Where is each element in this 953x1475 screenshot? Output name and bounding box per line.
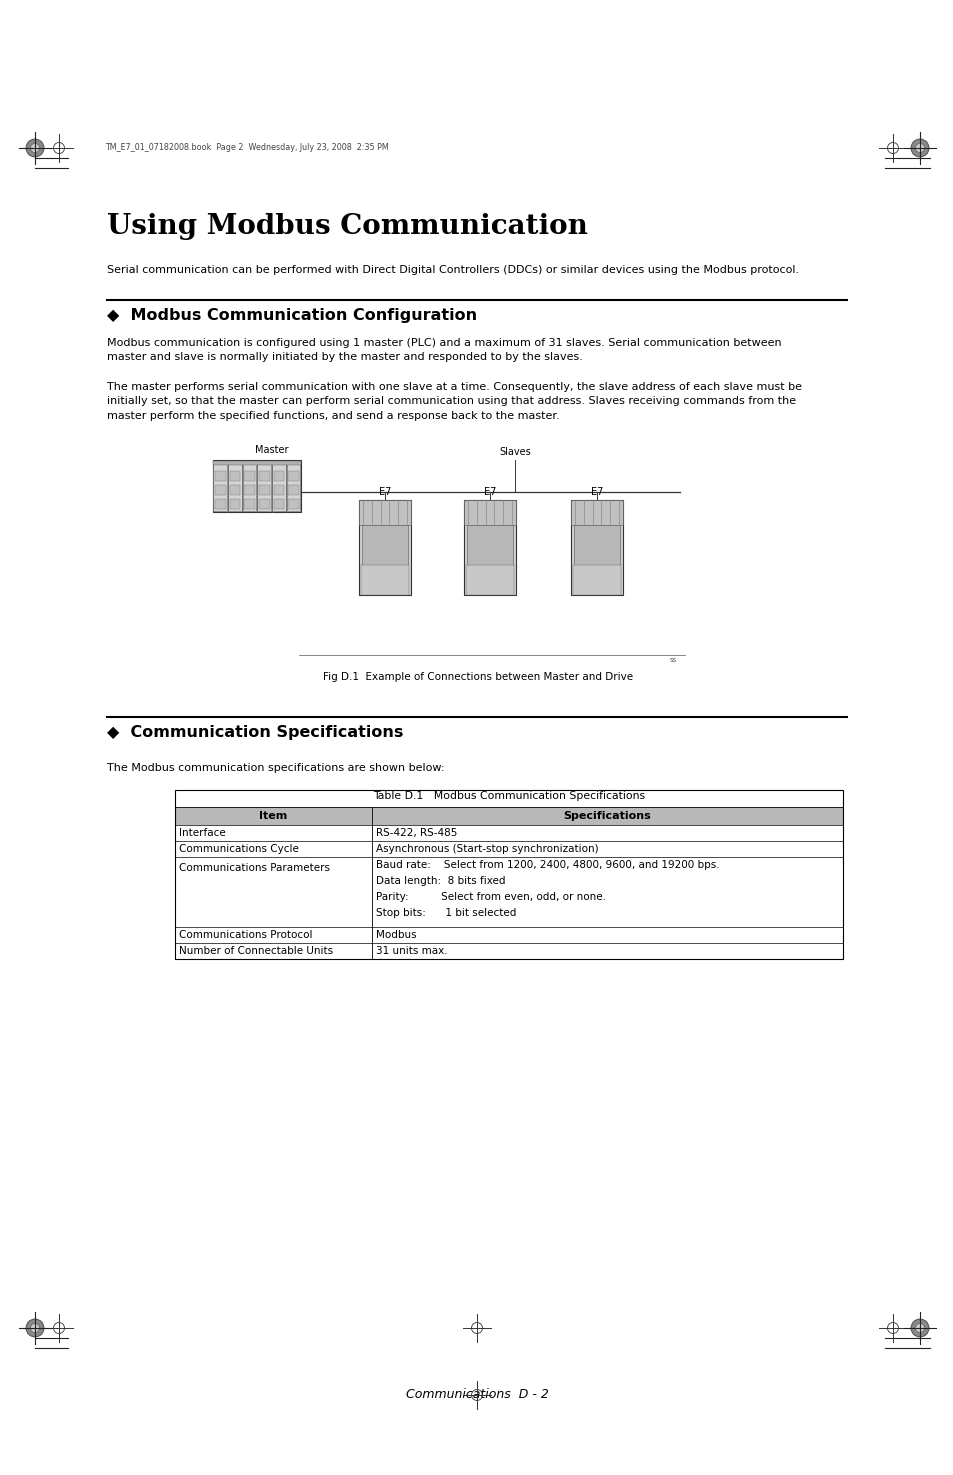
Text: E7: E7	[483, 487, 496, 497]
Text: The Modbus communication specifications are shown below:: The Modbus communication specifications …	[107, 763, 444, 773]
Text: 31 units max.: 31 units max.	[375, 945, 447, 956]
Bar	[213, 460, 301, 512]
Bar	[174, 807, 842, 959]
Text: Stop bits:      1 bit selected: Stop bits: 1 bit selected	[375, 909, 516, 917]
Bar	[258, 485, 270, 496]
Text: TM_E7_01_07182008.book  Page 2  Wednesday, July 23, 2008  2:35 PM: TM_E7_01_07182008.book Page 2 Wednesday,…	[105, 143, 388, 152]
Text: Using Modbus Communication: Using Modbus Communication	[107, 212, 587, 240]
Text: Baud rate:    Select from 1200, 2400, 4800, 9600, and 19200 bps.: Baud rate: Select from 1200, 2400, 4800,…	[375, 860, 719, 870]
Text: ◆  Communication Specifications: ◆ Communication Specifications	[107, 726, 403, 740]
Bar	[571, 500, 622, 594]
Text: Modbus: Modbus	[375, 931, 416, 940]
Bar	[574, 525, 619, 565]
Text: E7: E7	[590, 487, 602, 497]
Bar	[214, 485, 226, 496]
Bar	[174, 825, 842, 841]
Bar	[230, 485, 240, 496]
Bar	[467, 525, 513, 565]
Bar	[288, 485, 298, 496]
Bar	[228, 462, 241, 510]
Bar	[230, 499, 240, 509]
Bar	[213, 462, 227, 510]
Text: Fig D.1  Example of Connections between Master and Drive: Fig D.1 Example of Connections between M…	[323, 673, 633, 681]
Text: E7: E7	[378, 487, 391, 497]
Bar	[274, 499, 284, 509]
Bar	[573, 565, 620, 594]
Bar	[244, 471, 254, 481]
Text: ss: ss	[669, 656, 677, 662]
Bar	[361, 525, 408, 565]
Bar	[571, 500, 622, 525]
Bar	[274, 471, 284, 481]
Circle shape	[26, 1319, 44, 1336]
Text: Communications  D - 2: Communications D - 2	[405, 1388, 548, 1401]
Circle shape	[30, 143, 39, 152]
Bar	[287, 462, 300, 510]
Text: Communications Protocol: Communications Protocol	[179, 931, 313, 940]
Text: Master: Master	[254, 445, 288, 454]
Bar	[213, 462, 301, 465]
Text: Communications Parameters: Communications Parameters	[179, 863, 330, 873]
Bar	[358, 500, 411, 594]
Bar	[174, 841, 842, 857]
Text: Parity:          Select from even, odd, or none.: Parity: Select from even, odd, or none.	[375, 892, 605, 903]
Bar	[358, 500, 411, 525]
Text: Table D.1   Modbus Communication Specifications: Table D.1 Modbus Communication Specifica…	[373, 791, 644, 801]
Bar	[174, 791, 842, 959]
Text: ◆  Modbus Communication Configuration: ◆ Modbus Communication Configuration	[107, 308, 476, 323]
Text: Item: Item	[259, 811, 288, 822]
Bar	[463, 500, 516, 594]
Circle shape	[30, 1323, 39, 1332]
Bar	[272, 462, 286, 510]
Bar	[214, 471, 226, 481]
Circle shape	[915, 143, 923, 152]
Text: Data length:  8 bits fixed: Data length: 8 bits fixed	[375, 876, 505, 886]
Bar	[288, 471, 298, 481]
Bar	[257, 462, 271, 510]
Bar	[230, 471, 240, 481]
Text: Communications Cycle: Communications Cycle	[179, 844, 298, 854]
Bar	[214, 499, 226, 509]
Text: Slaves: Slaves	[498, 447, 530, 457]
Bar	[258, 471, 270, 481]
Circle shape	[910, 1319, 928, 1336]
Bar	[174, 857, 842, 926]
Text: Serial communication can be performed with Direct Digital Controllers (DDCs) or : Serial communication can be performed wi…	[107, 266, 799, 274]
Bar	[465, 565, 514, 594]
Bar	[244, 499, 254, 509]
Circle shape	[910, 139, 928, 156]
Bar	[174, 926, 842, 943]
Text: RS-422, RS-485: RS-422, RS-485	[375, 827, 456, 838]
Bar	[243, 462, 256, 510]
Bar	[274, 485, 284, 496]
Text: Interface: Interface	[179, 827, 226, 838]
Text: Asynchronous (Start-stop synchronization): Asynchronous (Start-stop synchronization…	[375, 844, 598, 854]
Bar	[244, 485, 254, 496]
Bar	[288, 499, 298, 509]
Bar	[174, 943, 842, 959]
Text: The master performs serial communication with one slave at a time. Consequently,: The master performs serial communication…	[107, 382, 801, 420]
Circle shape	[26, 139, 44, 156]
Text: Modbus communication is configured using 1 master (PLC) and a maximum of 31 slav: Modbus communication is configured using…	[107, 338, 781, 363]
Bar	[174, 807, 842, 825]
Bar	[360, 565, 409, 594]
Circle shape	[915, 1323, 923, 1332]
Bar	[463, 500, 516, 525]
Text: Number of Connectable Units: Number of Connectable Units	[179, 945, 333, 956]
Bar	[258, 499, 270, 509]
Text: Specifications: Specifications	[563, 811, 651, 822]
